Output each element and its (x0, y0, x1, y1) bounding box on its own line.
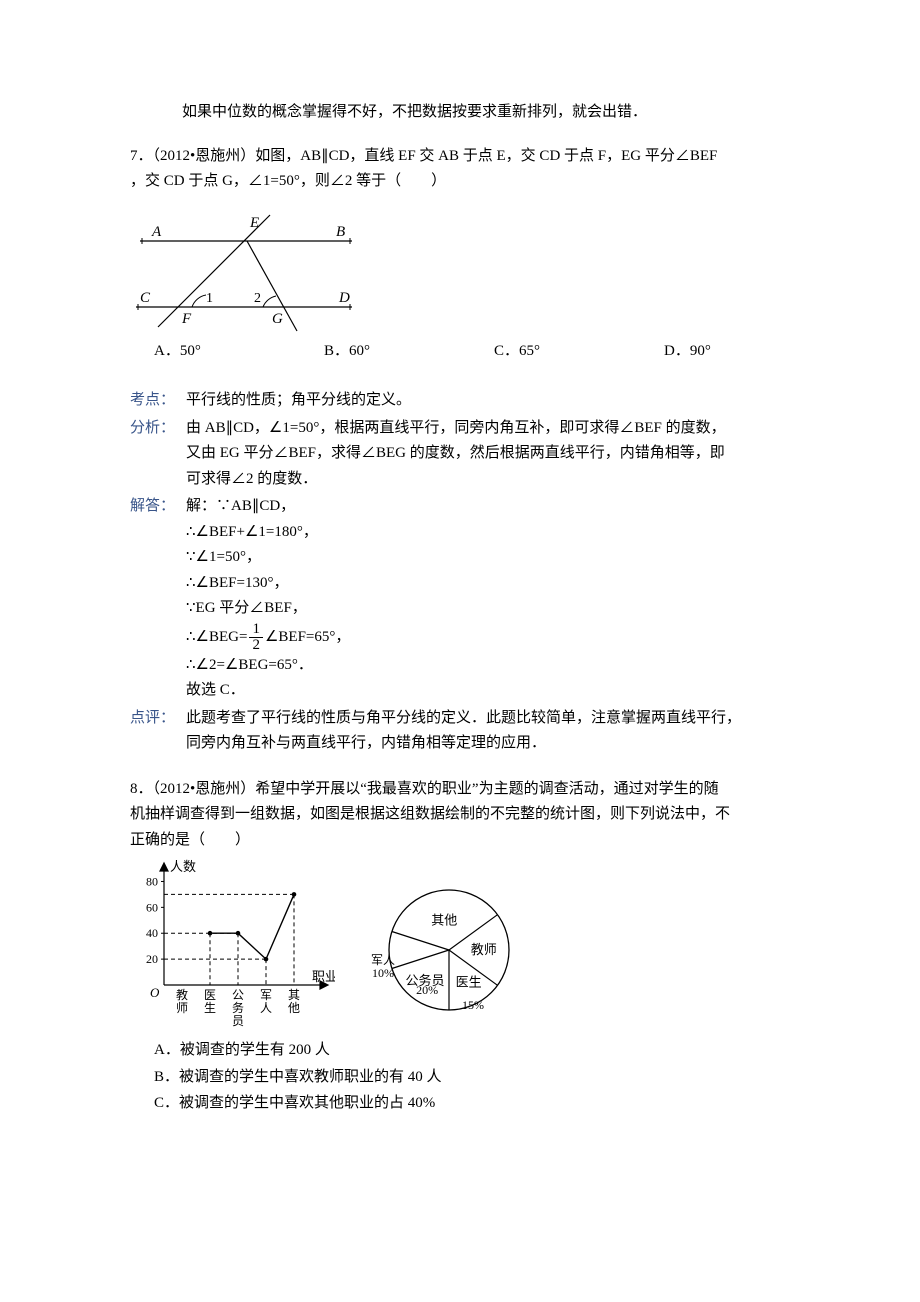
preface-text: 如果中位数的概念掌握得不好，不把数据按要求重新排列，就会出错． (130, 100, 810, 126)
label-F: F (181, 311, 192, 327)
label-D: D (338, 290, 350, 306)
q8-stem-line1: 8．（2012•恩施州）希望中学开展以“我最喜欢的职业”为主题的调查活动，通过对… (130, 777, 810, 803)
svg-text:职业: 职业 (312, 969, 335, 984)
svg-text:公: 公 (232, 988, 244, 1002)
solve-6a: ∴∠BEG= (186, 628, 247, 644)
svg-text:医生: 医生 (456, 975, 482, 990)
svg-text:医: 医 (204, 988, 216, 1002)
label-ang1: 1 (206, 291, 213, 306)
solve-line: ∵∠1=50°， (186, 545, 810, 571)
svg-text:教师: 教师 (471, 942, 497, 957)
q7-diagram: A B C D E F G 1 2 (122, 203, 810, 333)
q7-fenxi: 分析： 由 AB∥CD，∠1=50°，根据两直线平行，同旁内角互补，即可求得∠B… (130, 416, 810, 493)
label-E: E (249, 215, 259, 231)
svg-text:20: 20 (146, 952, 158, 966)
dianping-line: 同旁内角互补与两直线平行，内错角相等定理的应用． (186, 731, 810, 757)
solve-line: ∵EG 平分∠BEF， (186, 596, 810, 622)
svg-text:40: 40 (146, 926, 158, 940)
svg-text:教: 教 (176, 987, 188, 1002)
label-B: B (336, 224, 345, 240)
svg-text:其他: 其他 (431, 912, 457, 927)
solve-line: ∴∠BEF+∠1=180°， (186, 520, 810, 546)
solve-line: ∴∠2=∠BEG=65°． (186, 653, 810, 679)
svg-text:80: 80 (146, 874, 158, 888)
solve-line: 解：∵AB∥CD， (186, 494, 810, 520)
svg-text:员: 员 (232, 1014, 244, 1028)
q8-options: A．被调查的学生有 200 人 B．被调查的学生中喜欢教师职业的有 40 人 C… (130, 1038, 810, 1117)
q7-stem-line2: ，交 CD 于点 G，∠1=50°，则∠2 等于（ ） (130, 169, 810, 195)
q7-option-C: C．65° (494, 339, 664, 365)
svg-text:10%: 10% (372, 966, 394, 980)
q7-dianping: 点评： 此题考查了平行线的性质与角平分线的定义．此题比较简单，注意掌握两直线平行… (130, 706, 810, 757)
q7-stem: 7．（2012•恩施州）如图，AB∥CD，直线 EF 交 AB 于点 E，交 C… (130, 144, 810, 195)
solve-line: ∴∠BEG=12∠BEF=65°， (186, 622, 810, 653)
q8-line-chart: 20 40 60 80 人数职业 O 教师 医生 公务员 军人 其他 (130, 857, 335, 1032)
svg-text:60: 60 (146, 900, 158, 914)
fenxi-line: 可求得∠2 的度数． (186, 467, 810, 493)
label-A: A (151, 224, 162, 240)
q7-options: A．50° B．60° C．65° D．90° (130, 339, 810, 365)
q7-jieda: 解答： 解：∵AB∥CD， ∴∠BEF+∠1=180°， ∵∠1=50°， ∴∠… (130, 494, 810, 704)
q8-charts: 20406080人数职业O教师医生公务员军人其他 其他教师医生15%公务员20%… (130, 857, 810, 1032)
label-G: G (272, 311, 283, 327)
q8-stem: 8．（2012•恩施州）希望中学开展以“我最喜欢的职业”为主题的调查活动，通过对… (130, 777, 810, 854)
q7-option-B: B．60° (324, 339, 494, 365)
svg-text:军人: 军人 (371, 953, 395, 967)
fenxi-body: 由 AB∥CD，∠1=50°，根据两直线平行，同旁内角互补，即可求得∠BEF 的… (186, 416, 810, 493)
q8-option-C: C．被调查的学生中喜欢其他职业的占 40% (154, 1091, 810, 1117)
fenxi-label: 分析： (130, 416, 186, 493)
label-C: C (140, 290, 151, 306)
svg-text:务: 务 (232, 1000, 244, 1015)
dianping-line: 此题考查了平行线的性质与角平分线的定义．此题比较简单，注意掌握两直线平行， (186, 706, 810, 732)
svg-text:20%: 20% (416, 983, 438, 997)
label-ang2: 2 (254, 291, 261, 306)
dianping-body: 此题考查了平行线的性质与角平分线的定义．此题比较简单，注意掌握两直线平行， 同旁… (186, 706, 810, 757)
dianping-label: 点评： (130, 706, 186, 757)
q7-option-D: D．90° (664, 339, 804, 365)
svg-text:人数: 人数 (170, 859, 196, 874)
solve-line: ∴∠BEF=130°， (186, 571, 810, 597)
q8-option-B: B．被调查的学生中喜欢教师职业的有 40 人 (154, 1065, 810, 1091)
svg-text:O: O (150, 985, 160, 1000)
q7-kaodian: 考点： 平行线的性质；角平分线的定义。 (130, 388, 810, 414)
fenxi-line: 又由 EG 平分∠BEF，求得∠BEG 的度数，然后根据两直线平行，内错角相等，… (186, 441, 810, 467)
svg-text:军: 军 (260, 988, 272, 1002)
svg-text:15%: 15% (462, 998, 484, 1012)
q8-stem-line2: 机抽样调查得到一组数据，如图是根据这组数据绘制的不完整的统计图，则下列说法中，不 (130, 802, 810, 828)
fraction-half: 12 (249, 622, 263, 653)
svg-text:生: 生 (204, 1001, 216, 1015)
svg-text:他: 他 (288, 1001, 300, 1015)
svg-text:其: 其 (288, 988, 300, 1002)
kaodian-body: 平行线的性质；角平分线的定义。 (186, 388, 810, 414)
q8-option-A: A．被调查的学生有 200 人 (154, 1038, 810, 1064)
q8-pie-chart: 其他教师医生15%公务员20%军人10% (363, 872, 543, 1032)
q7-option-A: A．50° (154, 339, 324, 365)
svg-text:人: 人 (260, 1001, 272, 1015)
solve-6b: ∠BEF=65°， (265, 628, 350, 644)
kaodian-label: 考点： (130, 388, 186, 414)
jieda-label: 解答： (130, 494, 186, 704)
q8-stem-line3: 正确的是（ ） (130, 828, 810, 854)
solve-line: 故选 C． (186, 678, 810, 704)
q7-stem-line1: 7．（2012•恩施州）如图，AB∥CD，直线 EF 交 AB 于点 E，交 C… (130, 144, 810, 170)
svg-text:师: 师 (176, 1001, 188, 1015)
fenxi-line: 由 AB∥CD，∠1=50°，根据两直线平行，同旁内角互补，即可求得∠BEF 的… (186, 416, 810, 442)
jieda-body: 解：∵AB∥CD， ∴∠BEF+∠1=180°， ∵∠1=50°， ∴∠BEF=… (186, 494, 810, 704)
